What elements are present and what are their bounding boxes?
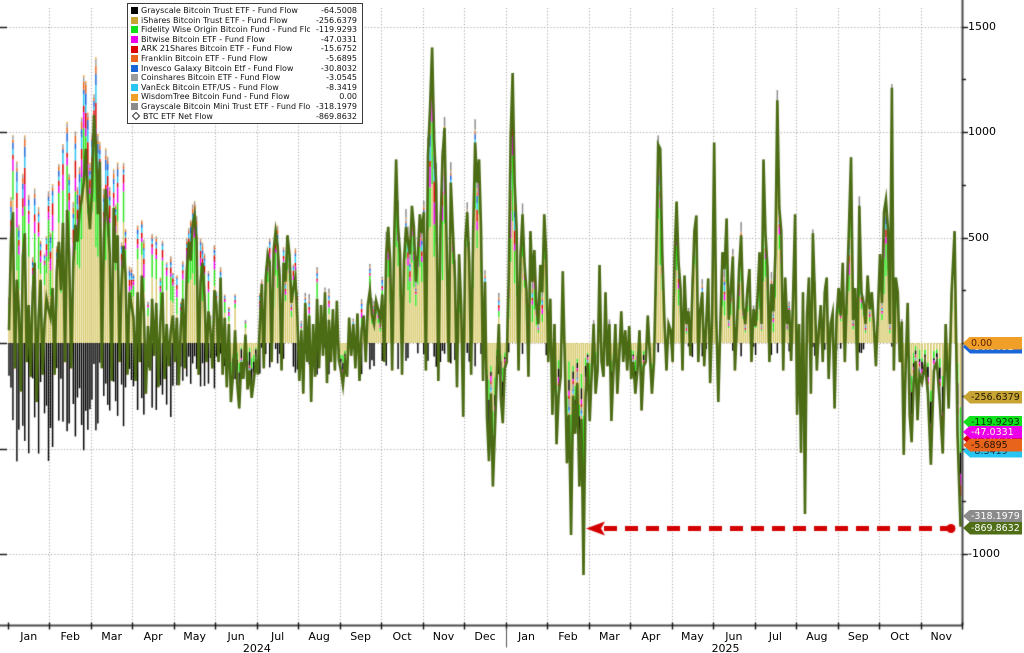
legend-series-value: -5.6895 (326, 53, 357, 63)
x-axis-month-label: Jul (270, 630, 285, 643)
diamond-marker-icon (131, 112, 141, 121)
x-axis-month-label: Jul (768, 630, 782, 643)
legend-series-label: Coinshares Bitcoin ETF - Fund Flow (141, 73, 281, 83)
legend-series-label: ARK 21Shares Bitcoin ETF - Fund Flow (141, 44, 293, 54)
axis-value-tag: -5.6895 (963, 438, 1022, 452)
x-axis-month-label: Aug (308, 630, 330, 643)
x-axis-month-label: Oct (890, 630, 910, 643)
x-axis-month-label: Apr (143, 630, 163, 643)
y-axis-tick-label: 1000 (968, 125, 996, 138)
legend-color-swatch (131, 36, 138, 44)
legend-series-label: Franklin Bitcoin ETF - Fund Flow (141, 53, 268, 63)
x-axis-month-label: Apr (641, 630, 661, 643)
legend-series-value: -15.6752 (321, 44, 357, 54)
x-axis-month-label: Sep (350, 630, 371, 643)
legend-series-value: -318.1979 (315, 101, 357, 111)
legend-series-label: Grayscale Bitcoin Mini Trust ETF - Fund … (141, 101, 310, 111)
x-axis-month-label: Jan (20, 630, 38, 643)
legend-item-grayscale[interactable]: Grayscale Bitcoin Trust ETF - Fund Flow -… (131, 6, 357, 16)
legend-box: Grayscale Bitcoin Trust ETF - Fund Flow -… (127, 3, 363, 125)
legend-series-value: 0.00 (339, 92, 357, 102)
legend-color-swatch (131, 26, 138, 34)
legend-item-vaneck[interactable]: VanEck Bitcoin ETF/US - Fund Flow -8.3419 (131, 83, 357, 93)
legend-item-ishares[interactable]: iShares Bitcoin Trust ETF - Fund Flow -25… (131, 16, 357, 26)
legend-series-label: Fidelity Wise Origin Bitcoin Fund - Fund… (141, 25, 310, 35)
x-axis-month-label: Oct (392, 630, 412, 643)
legend-series-label: WisdomTree Bitcoin Fund - Fund Flow (141, 92, 290, 102)
legend-series-label: Invesco Galaxy Bitcoin Etf - Fund Flow (141, 63, 294, 73)
x-axis-month-label: Mar (599, 630, 620, 643)
axis-value-tag: -47.0331 (963, 425, 1022, 439)
legend-series-value: -8.3419 (326, 82, 357, 92)
legend-color-swatch (131, 45, 138, 53)
x-axis-month-label: Jun (725, 630, 743, 643)
legend-series-value: -30.8032 (321, 63, 357, 73)
legend-series-label: VanEck Bitcoin ETF/US - Fund Flow (141, 82, 279, 92)
legend-color-swatch (131, 64, 138, 72)
x-axis-month-label: Dec (474, 630, 496, 643)
axis-value-tag: -869.8632 (963, 521, 1022, 535)
x-axis-year-label: 2024 (242, 642, 271, 653)
x-axis-month-label: May (681, 630, 704, 643)
legend-item-mini[interactable]: Grayscale Bitcoin Mini Trust ETF - Fund … (131, 102, 357, 112)
x-axis-month-label: Feb (558, 630, 578, 643)
legend-series-value: -3.0545 (326, 73, 357, 83)
legend-series-label: Bitwise Bitcoin ETF - Fund Flow (141, 34, 265, 44)
axis-value-tag: -256.6379 (963, 390, 1022, 404)
legend-series-label: iShares Bitcoin Trust ETF - Fund Flow (141, 15, 288, 25)
axis-value-tag: -119.9293 (963, 415, 1022, 429)
legend-series-label: Grayscale Bitcoin Trust ETF - Fund Flow (141, 6, 298, 15)
legend-color-swatch (131, 93, 138, 101)
legend-item-fidelity[interactable]: Fidelity Wise Origin Bitcoin Fund - Fund… (131, 25, 357, 35)
legend-color-swatch (131, 74, 138, 82)
x-axis-month-label: Nov (930, 630, 952, 643)
legend-color-swatch (131, 7, 138, 15)
legend-color-swatch (131, 55, 138, 63)
legend-item-franklin[interactable]: Franklin Bitcoin ETF - Fund Flow -5.6895 (131, 54, 357, 64)
x-axis-month-label: Jun (227, 630, 245, 643)
x-axis-year-label: 2025 (711, 642, 740, 653)
legend-item-coinshares[interactable]: Coinshares Bitcoin ETF - Fund Flow -3.054… (131, 73, 357, 83)
legend-color-swatch (131, 84, 138, 92)
legend-item-invesco[interactable]: Invesco Galaxy Bitcoin Etf - Fund Flow -3… (131, 64, 357, 74)
x-axis-month-label: May (183, 630, 207, 643)
legend-item-ark[interactable]: ARK 21Shares Bitcoin ETF - Fund Flow -15.… (131, 44, 357, 54)
y-axis-tick-label: -1000 (968, 547, 1000, 560)
legend-series-value: -47.0331 (321, 34, 357, 44)
x-axis-month-label: Aug (806, 630, 828, 643)
x-axis-month-label: Jan (517, 630, 535, 643)
legend-series-value: -64.5008 (321, 6, 357, 15)
legend-series-value: -869.8632 (315, 111, 357, 121)
axis-value-tag: -318.1979 (963, 509, 1022, 523)
legend-color-swatch (131, 16, 138, 24)
x-axis-month-label: Mar (101, 630, 123, 643)
x-axis-month-label: Feb (60, 630, 80, 643)
legend-series-value: -119.9293 (315, 25, 357, 35)
x-axis-month-label: Sep (847, 630, 869, 643)
legend-item-wisdomtree[interactable]: WisdomTree Bitcoin Fund - Fund Flow 0.00 (131, 92, 357, 102)
x-axis-month-label: Nov (432, 630, 455, 643)
legend-item-net[interactable]: BTC ETF Net Flow -869.8632 (131, 112, 357, 122)
legend-item-bitwise[interactable]: Bitwise Bitcoin ETF - Fund Flow -47.0331 (131, 35, 357, 45)
y-axis-tick-label: 500 (968, 230, 989, 244)
legend-series-value: -256.6379 (315, 15, 357, 25)
legend-series-label: BTC ETF Net Flow (143, 111, 213, 121)
axis-value-tag: 0.00 (963, 336, 1022, 350)
legend-color-swatch (131, 103, 138, 111)
y-axis-tick-label: 1500 (968, 19, 996, 33)
